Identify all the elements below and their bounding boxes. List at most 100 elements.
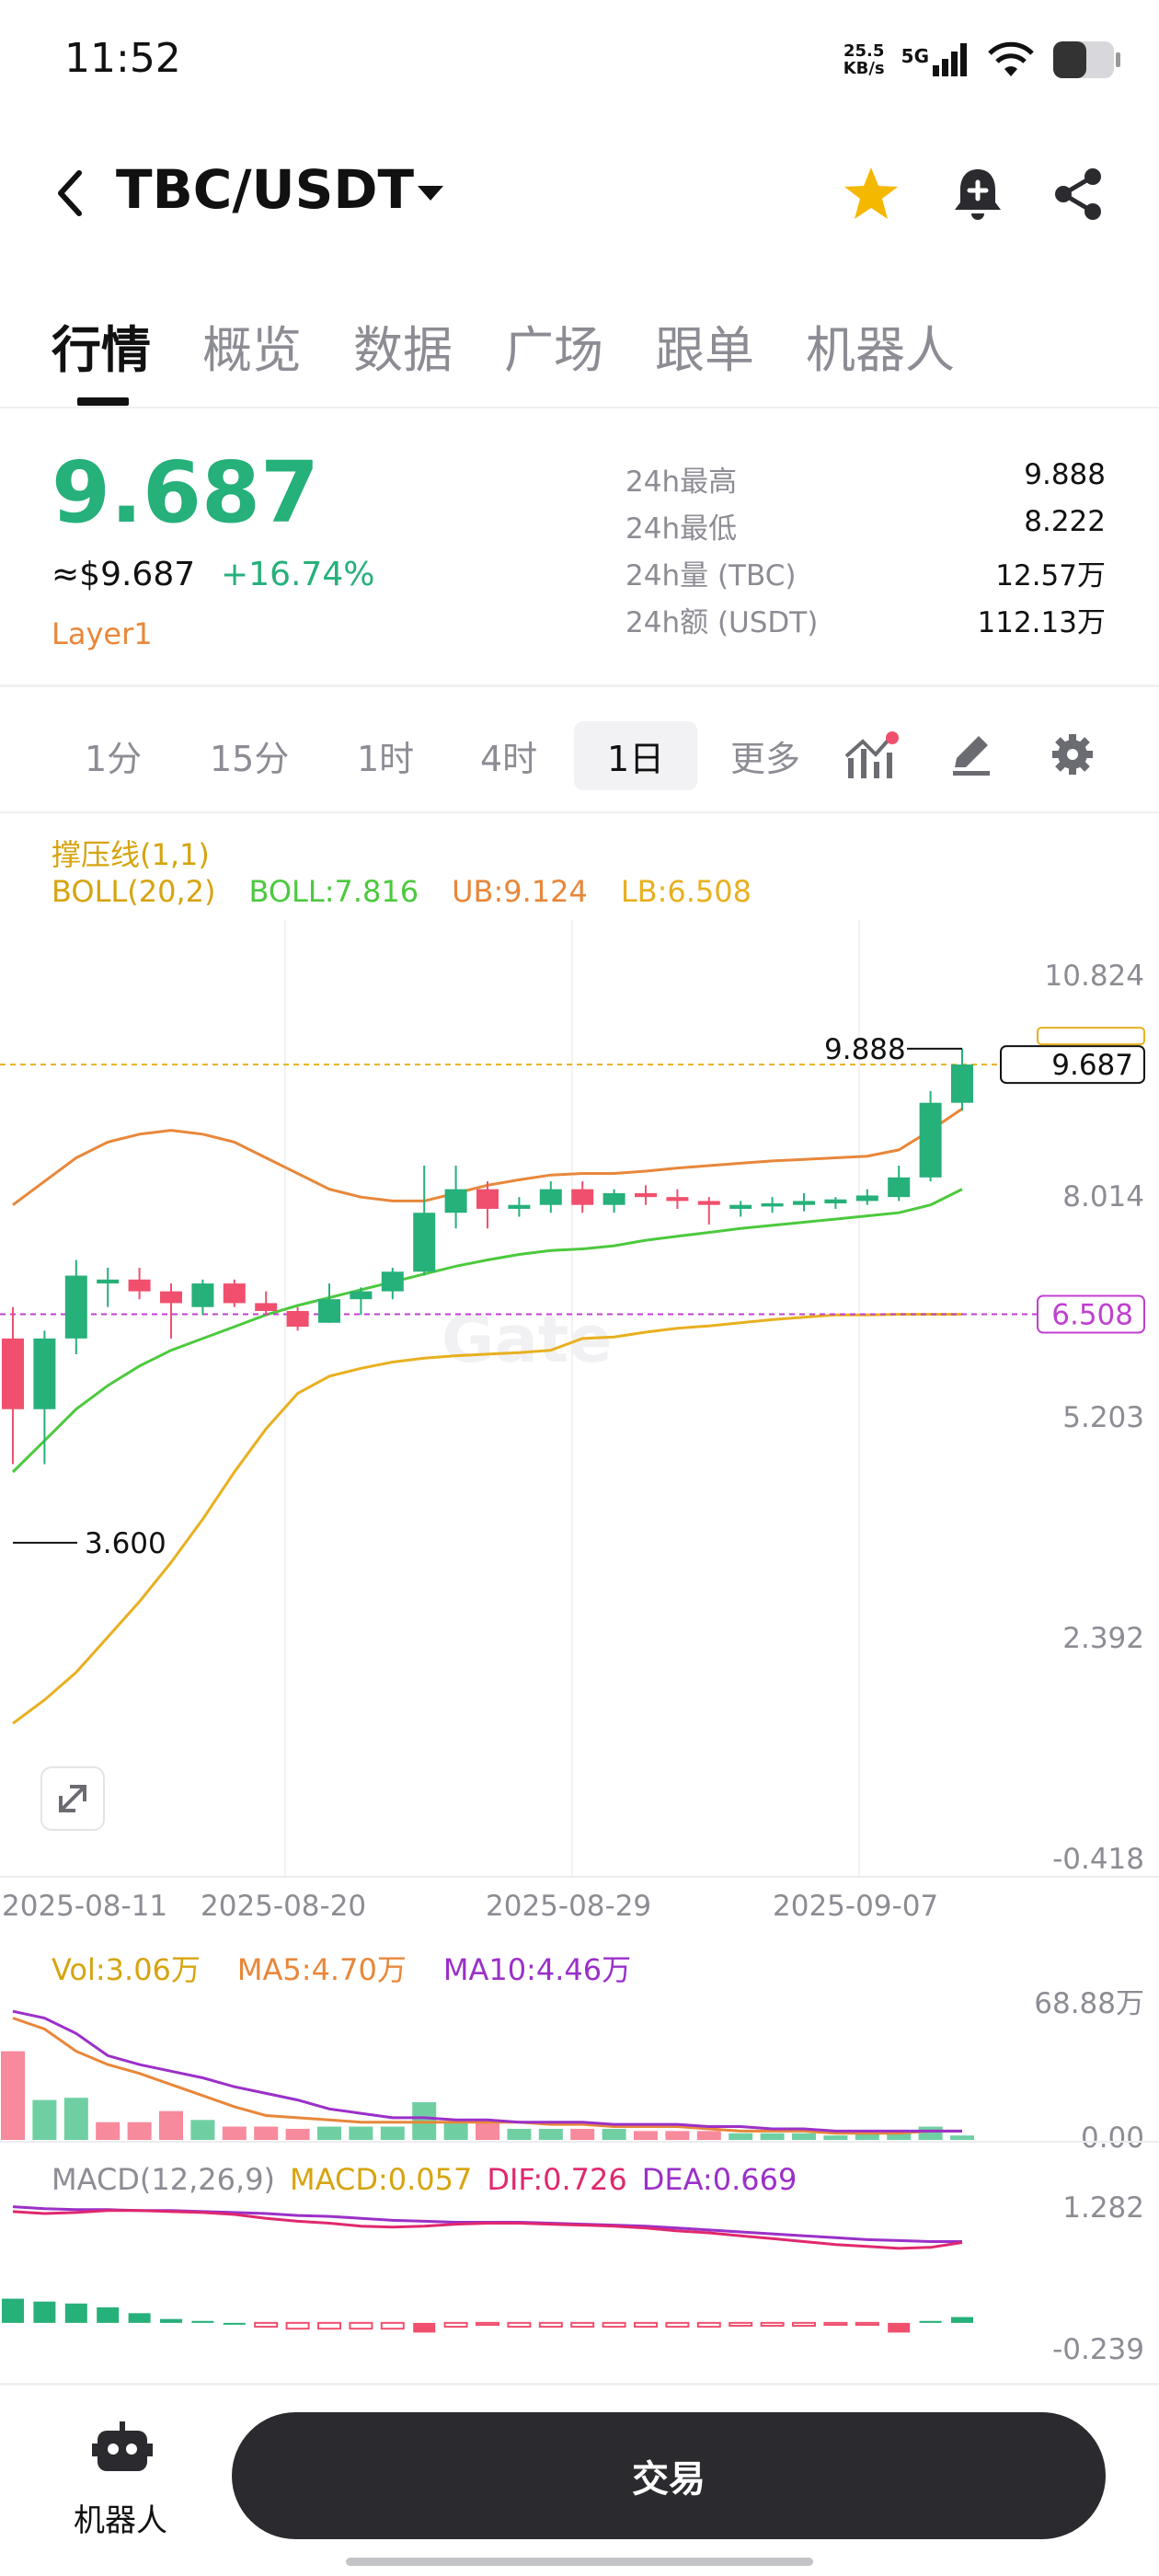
boll-mid-value: BOLL:7.816 <box>248 874 419 909</box>
fiat-price: ≈$9.687 <box>52 556 196 593</box>
share-icon[interactable] <box>1049 164 1109 224</box>
dif-value: DIF:0.726 <box>487 2162 627 2197</box>
volume-bar <box>63 2098 88 2140</box>
macd-histogram-bar <box>349 2321 373 2330</box>
macd-histogram-bar <box>380 2321 405 2330</box>
upper-band-box <box>1037 1027 1145 1046</box>
candle <box>793 1192 815 1212</box>
ma10-value: MA10:4.46万 <box>442 1952 632 1987</box>
macd-histogram-bar <box>888 2322 911 2333</box>
cellular-signal-icon: 5G <box>901 43 970 76</box>
candle-body <box>666 1197 689 1202</box>
stats-24h: 24h最高 9.888 24h最低 8.222 24h量 (TBC) 12.57万 2… <box>625 458 1106 646</box>
macd-histogram-bar <box>317 2321 341 2330</box>
tab-square[interactable]: 广场 <box>504 321 603 379</box>
macd-histogram-bar <box>602 2321 626 2329</box>
date-tick: 2025-08-29 <box>486 1890 652 1923</box>
candle-body <box>64 1275 87 1339</box>
volume-bar <box>507 2128 532 2140</box>
candle-body <box>761 1202 784 1207</box>
candle-body <box>350 1291 373 1300</box>
tab-bots[interactable]: 机器人 <box>806 321 955 379</box>
candle <box>761 1197 784 1213</box>
candle-body <box>191 1283 214 1307</box>
candlestick-chart[interactable]: Gate9.8883.60010.8248.0145.2032.392-0.41… <box>0 920 1159 1941</box>
last-price-box-label: 9.687 <box>1051 1049 1133 1082</box>
volume-bar <box>950 2135 974 2140</box>
volume-max-tick: 68.88万 <box>1034 1987 1144 2020</box>
macd-histogram-bar <box>128 2313 151 2323</box>
timeframe-15m[interactable]: 15分 <box>210 739 290 779</box>
bell-plus-icon[interactable] <box>947 164 1008 224</box>
boll-params: BOLL(20,2) <box>52 874 216 909</box>
macd-histogram-bar <box>97 2307 120 2323</box>
volume-bar <box>32 2099 57 2140</box>
volume-bar <box>538 2128 563 2140</box>
back-icon[interactable] <box>52 166 88 221</box>
volume-bar <box>665 2131 690 2140</box>
category-tag[interactable]: Layer1 <box>52 616 153 651</box>
candle <box>97 1268 120 1307</box>
lb-price-box-label: 6.508 <box>1051 1299 1133 1332</box>
boll-lb-value: LB:6.508 <box>620 874 752 909</box>
macd-histogram-bar <box>792 2321 816 2328</box>
volume-bar <box>887 2133 912 2140</box>
candle <box>666 1189 689 1209</box>
boll-lower-line <box>12 1313 962 1725</box>
robot-icon[interactable] <box>92 2421 153 2477</box>
star-icon[interactable] <box>841 164 901 224</box>
timeframe-1m[interactable]: 1分 <box>85 739 143 779</box>
candle <box>888 1165 911 1202</box>
volume-chart[interactable] <box>0 1987 1159 2153</box>
candle <box>444 1165 467 1229</box>
macd-legend: MACD(12,26,9) MACD:0.057 DIF:0.726 DEA:0… <box>52 2162 797 2197</box>
ma5-value: MA5:4.70万 <box>236 1952 407 1987</box>
indicator-icon[interactable] <box>844 730 900 782</box>
volume-bar <box>190 2120 215 2140</box>
bottom-divider <box>0 2383 1159 2386</box>
lb-price-box <box>1037 1294 1145 1334</box>
tab-overview[interactable]: 概览 <box>202 321 302 379</box>
volume-bar <box>443 2122 468 2140</box>
macd-params: MACD(12,26,9) <box>52 2162 276 2197</box>
candle <box>286 1306 309 1331</box>
caret-down-icon[interactable] <box>416 184 445 202</box>
price-axis-tick: 8.014 <box>1062 1180 1144 1213</box>
candle <box>2 1306 24 1465</box>
timeframe-4h[interactable]: 4时 <box>480 739 538 779</box>
candle <box>919 1090 942 1182</box>
tab-data[interactable]: 数据 <box>353 321 453 379</box>
candle <box>413 1165 436 1276</box>
vol-value: Vol:3.06万 <box>52 1952 201 1987</box>
tab-market[interactable]: 行情 <box>52 321 151 379</box>
status-time: 11:52 <box>64 35 181 82</box>
trading-pair-title[interactable]: TBC/USDT <box>116 158 415 221</box>
candle <box>33 1330 56 1465</box>
tab-copy-trading[interactable]: 跟单 <box>655 321 754 379</box>
timeframe-more[interactable]: 更多 <box>730 739 801 779</box>
volume-bar <box>476 2122 499 2140</box>
volume-bar <box>96 2122 120 2140</box>
trade-button[interactable]: 交易 <box>232 2412 1106 2539</box>
macd-chart[interactable] <box>0 2199 1159 2374</box>
settings-icon[interactable] <box>1049 730 1096 778</box>
date-tick: 2025-08-11 <box>2 1890 168 1923</box>
candle <box>318 1283 340 1323</box>
candle <box>191 1279 214 1316</box>
draw-icon[interactable] <box>947 730 995 778</box>
candle <box>255 1291 278 1316</box>
macd-value: MACD:0.057 <box>290 2162 473 2197</box>
timeframe-1d[interactable]: 1日 <box>574 721 698 790</box>
macd-histogram-bar <box>507 2321 532 2329</box>
candle-body <box>729 1204 752 1209</box>
candle-body <box>160 1291 182 1304</box>
macd-histogram-bar <box>443 2321 468 2329</box>
candle-body <box>476 1189 499 1209</box>
dif-line <box>12 2209 963 2250</box>
robot-label[interactable]: 机器人 <box>74 2502 167 2539</box>
expand-chart-button[interactable] <box>40 1766 105 1831</box>
volume-bar <box>127 2122 152 2140</box>
price-divider <box>0 684 1159 687</box>
timeframe-1h[interactable]: 1时 <box>357 739 415 779</box>
macd-histogram-bar <box>64 2303 87 2323</box>
